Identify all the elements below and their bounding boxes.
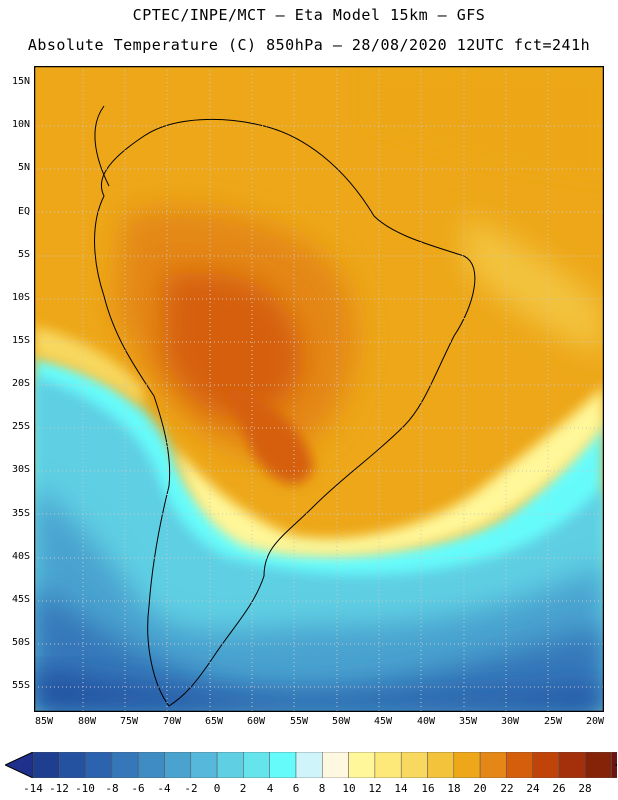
colorbar-box xyxy=(348,752,376,778)
colorbar-box xyxy=(164,752,192,778)
temperature-field xyxy=(34,66,604,712)
colorbar-box xyxy=(85,752,113,778)
colorbar-box xyxy=(243,752,270,778)
colorbar-label: 28 xyxy=(578,782,592,795)
colorbar-box xyxy=(295,752,323,778)
lat-label: 5S xyxy=(17,249,30,260)
colorbar-box xyxy=(322,752,349,778)
colorbar-label: 4 xyxy=(266,782,274,795)
lat-lon-grid xyxy=(34,66,604,712)
lon-label: 60W xyxy=(246,716,266,727)
colorbar-box xyxy=(137,752,165,778)
colorbar-label: 24 xyxy=(526,782,540,795)
chart-title-line-1: CPTEC/INPE/MCT – Eta Model 15km – GFS xyxy=(132,6,486,24)
colorbar-box xyxy=(506,752,533,778)
lon-label: 45W xyxy=(373,716,393,727)
colorbar-box xyxy=(585,752,612,778)
colorbar-box xyxy=(558,752,586,778)
colorbar-label: 6 xyxy=(292,782,300,795)
lat-label: 20S xyxy=(11,378,30,389)
colorbar-label: -14 xyxy=(23,782,43,795)
colorbar-label: -10 xyxy=(75,782,95,795)
lon-label: 65W xyxy=(204,716,224,727)
colorbar-label: 14 xyxy=(394,782,408,795)
colorbar-box xyxy=(190,752,218,778)
colorbar-box xyxy=(532,752,560,778)
colorbar-box xyxy=(111,752,139,778)
colorbar-label: -8 xyxy=(105,782,119,795)
colorbar-label: 22 xyxy=(500,782,514,795)
lon-label: 75W xyxy=(119,716,139,727)
colorbar-box xyxy=(479,752,507,778)
lat-label: 15N xyxy=(11,76,30,87)
map-frame xyxy=(34,66,604,712)
temperature-map xyxy=(34,66,604,712)
lon-label: 35W xyxy=(458,716,478,727)
lon-label: 50W xyxy=(331,716,351,727)
colorbar-label: -12 xyxy=(49,782,69,795)
coastline xyxy=(94,105,476,707)
lat-label: 50S xyxy=(11,637,30,648)
lat-label: 40S xyxy=(11,551,30,562)
colorbar-box xyxy=(427,752,455,778)
colorbar-label: 10 xyxy=(342,782,356,795)
lat-label: 15S xyxy=(11,335,30,346)
colorbar xyxy=(5,752,617,778)
colorbar-box xyxy=(400,752,428,778)
colorbar-box xyxy=(32,752,60,778)
lon-label: 70W xyxy=(162,716,182,727)
lat-label: 55S xyxy=(11,680,30,691)
lon-label: 85W xyxy=(34,716,54,727)
colorbar-label: -6 xyxy=(131,782,145,795)
colorbar-under-arrow xyxy=(5,752,34,778)
lat-label: 45S xyxy=(11,594,30,605)
lon-label: 30W xyxy=(500,716,520,727)
lat-label: 5N xyxy=(17,162,30,173)
lat-label: 35S xyxy=(11,508,30,519)
lon-label: 20W xyxy=(585,716,605,727)
lon-label: 25W xyxy=(543,716,563,727)
colorbar-label: -4 xyxy=(157,782,171,795)
colorbar-box xyxy=(611,752,617,778)
colorbar-label: 2 xyxy=(239,782,247,795)
colorbar-label: 20 xyxy=(473,782,487,795)
colorbar-label: 16 xyxy=(421,782,435,795)
colorbar-over-arrow xyxy=(615,763,617,767)
lat-label: 30S xyxy=(11,464,30,475)
lat-label: EQ xyxy=(17,206,30,217)
lon-label: 40W xyxy=(416,716,436,727)
colorbar-label: 26 xyxy=(552,782,566,795)
colorbar-box xyxy=(216,752,244,778)
colorbar-label: -2 xyxy=(184,782,198,795)
lat-label: 10S xyxy=(11,292,30,303)
lat-label: 25S xyxy=(11,421,30,432)
colorbar-box xyxy=(269,752,297,778)
colorbar-box xyxy=(374,752,402,778)
colorbar-box xyxy=(59,752,86,778)
colorbar-box xyxy=(453,752,481,778)
colorbar-label: 8 xyxy=(318,782,326,795)
lat-label: 10N xyxy=(11,119,30,130)
chart-title-line-2: Absolute Temperature (C) 850hPa – 28/08/… xyxy=(27,36,591,54)
lon-label: 80W xyxy=(77,716,97,727)
lon-label: 55W xyxy=(289,716,309,727)
colorbar-label: 18 xyxy=(447,782,461,795)
colorbar-label: 0 xyxy=(213,782,221,795)
colorbar-label: 12 xyxy=(368,782,382,795)
